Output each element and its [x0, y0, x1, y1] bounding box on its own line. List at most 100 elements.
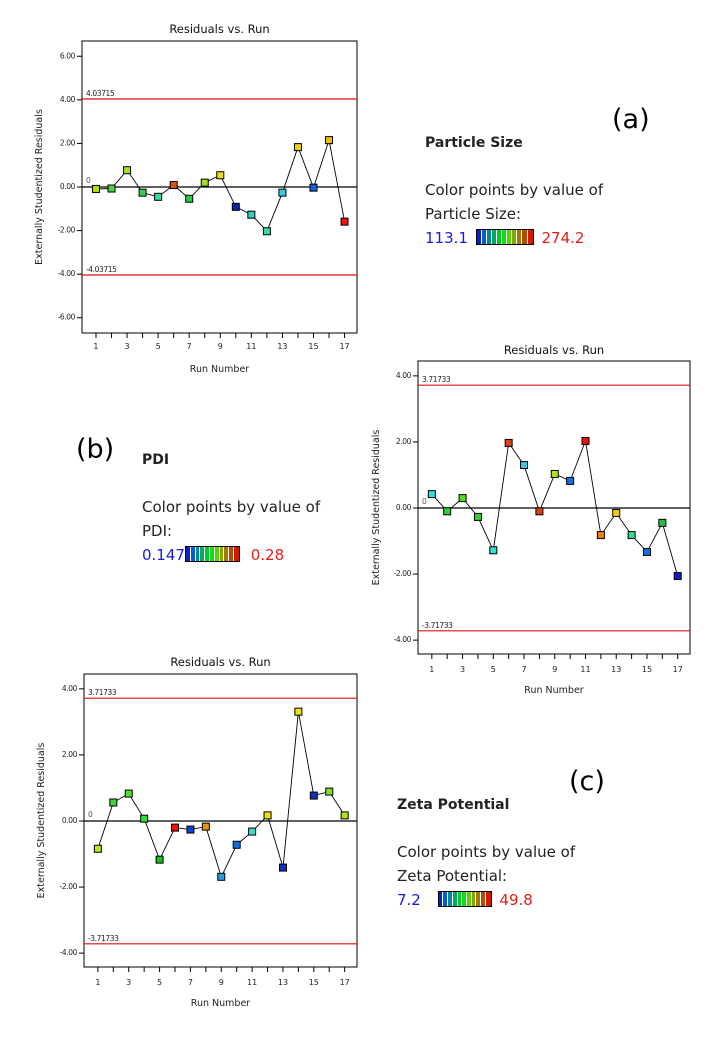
color-scale-high: 274.2 [541, 229, 585, 247]
legend-caption-line1: Color points by value of [142, 498, 321, 516]
color-ramp-stop [205, 546, 211, 561]
color-ramp-stop [522, 229, 528, 244]
zero-line-label: 0 [422, 497, 427, 506]
y-tick-label: 0.00 [60, 182, 76, 191]
color-scale-high: 49.8 [499, 891, 533, 909]
legend-caption-line1: Color points by value of [397, 843, 576, 861]
data-point-run-2 [109, 798, 118, 807]
response-title: Zeta Potential [397, 797, 510, 813]
upper-limit-label: 3.71733 [422, 375, 451, 384]
color-scale-high: 0.28 [250, 546, 285, 564]
data-point-run-5 [489, 546, 498, 555]
chart-particle-size-residuals: Residuals vs. Run 6.00 4.00 2.00 0.00 -2.00 -4… [34, 22, 358, 375]
color-ramp-stop [457, 891, 463, 906]
color-ramp-stop [185, 546, 191, 561]
color-scale-low: 7.2 [397, 891, 421, 909]
color-ramp-stop [476, 891, 482, 906]
data-point-run-17 [340, 811, 349, 820]
y-tick-label: -2.00 [394, 569, 412, 578]
x-tick-label: 3 [460, 665, 465, 674]
x-axis-title: Run Number [524, 685, 583, 696]
x-tick-label: 9 [552, 665, 557, 674]
data-point-run-13 [278, 863, 287, 872]
color-ramp [184, 545, 240, 562]
color-ramp-stop [195, 546, 201, 561]
data-point-run-9 [217, 872, 226, 881]
y-tick-label: -4.00 [394, 635, 412, 644]
data-point-run-16 [325, 136, 334, 145]
color-ramp-stop [210, 546, 215, 561]
legend-caption-line1: Color points by value of [425, 181, 604, 199]
data-point-run-12 [263, 811, 272, 820]
data-point-run-15 [309, 183, 318, 192]
data-point-run-1 [91, 184, 100, 193]
data-point-run-6 [169, 181, 178, 190]
data-point-run-9 [550, 469, 559, 478]
x-tick-label: 7 [187, 342, 192, 351]
color-ramp-stop [190, 546, 196, 561]
x-tick-label: 15 [308, 342, 318, 351]
response-title: Particle Size [425, 135, 523, 151]
data-point-run-17 [340, 217, 349, 226]
color-ramp-stop [443, 891, 449, 906]
legend-zeta-potential: Zeta Potential Color points by value of … [397, 797, 575, 912]
y-tick-label: -4.00 [58, 269, 76, 278]
color-scale: 0.147 0.28 [142, 543, 320, 567]
data-point-run-3 [123, 166, 132, 175]
x-tick-label: 1 [95, 978, 100, 987]
x-tick-label: 17 [339, 342, 349, 351]
data-point-run-5 [155, 855, 164, 864]
data-point-run-6 [504, 438, 513, 447]
data-point-run-7 [520, 461, 529, 470]
color-ramp-stop [497, 229, 503, 244]
color-scale-low: 0.147 [142, 546, 185, 564]
color-ramp-stop [471, 891, 477, 906]
color-ramp-stop [517, 229, 523, 244]
x-axis-title: Run Number [190, 364, 249, 375]
legend-pdi: PDI Color points by value of PDI: 0.147 … [142, 452, 320, 567]
data-point-run-13 [278, 188, 287, 197]
x-tick-label: 7 [521, 665, 526, 674]
data-point-run-4 [473, 512, 482, 521]
color-ramp-stop [527, 229, 533, 244]
data-point-run-8 [201, 822, 210, 831]
legend-particle-size: Particle Size Color points by value of P… [425, 135, 603, 250]
data-point-run-10 [232, 840, 241, 849]
color-scale: 7.2 49.8 [397, 888, 575, 912]
data-point-run-12 [596, 531, 605, 540]
x-tick-label: 5 [156, 342, 161, 351]
color-ramp-stop [485, 891, 491, 906]
x-tick-label: 13 [277, 342, 287, 351]
color-ramp-stop [219, 546, 225, 561]
color-ramp-stop [452, 891, 458, 906]
data-point-run-4 [140, 814, 149, 823]
legend-caption-line2: Particle Size: [425, 205, 522, 223]
y-tick-label: -6.00 [58, 313, 76, 322]
panel-label-a: (a) [612, 104, 650, 135]
x-tick-label: 15 [642, 665, 652, 674]
data-point-run-11 [581, 436, 590, 445]
data-point-run-11 [247, 210, 256, 219]
x-tick-label: 9 [219, 978, 224, 987]
zero-line-label: 0 [86, 176, 91, 185]
chart-title: Residuals vs. Run [504, 343, 604, 357]
x-tick-label: 5 [491, 665, 496, 674]
lower-limit-label: -4.03715 [86, 265, 117, 274]
chart-pdi-residuals: Residuals vs. Run 4.00 2.00 0.00 -2.00 -4.00 1… [371, 343, 691, 696]
x-tick-label: 17 [673, 665, 683, 674]
lower-limit-label: -3.71733 [88, 934, 119, 943]
x-tick-label: 11 [246, 342, 256, 351]
data-point-run-14 [627, 531, 636, 540]
data-point-run-14 [294, 707, 303, 716]
color-ramp-stop [448, 891, 453, 906]
x-tick-label: 1 [93, 342, 98, 351]
y-tick-label: -4.00 [60, 948, 78, 957]
color-ramp-stop [438, 891, 444, 906]
data-point-run-13 [612, 508, 621, 517]
color-scale: 113.1 274.2 [425, 226, 603, 250]
residual-series-line [97, 711, 346, 879]
color-ramp-stop [491, 229, 498, 244]
data-point-run-2 [107, 184, 116, 193]
data-point-run-10 [566, 476, 575, 485]
color-ramp-stop [507, 229, 513, 244]
